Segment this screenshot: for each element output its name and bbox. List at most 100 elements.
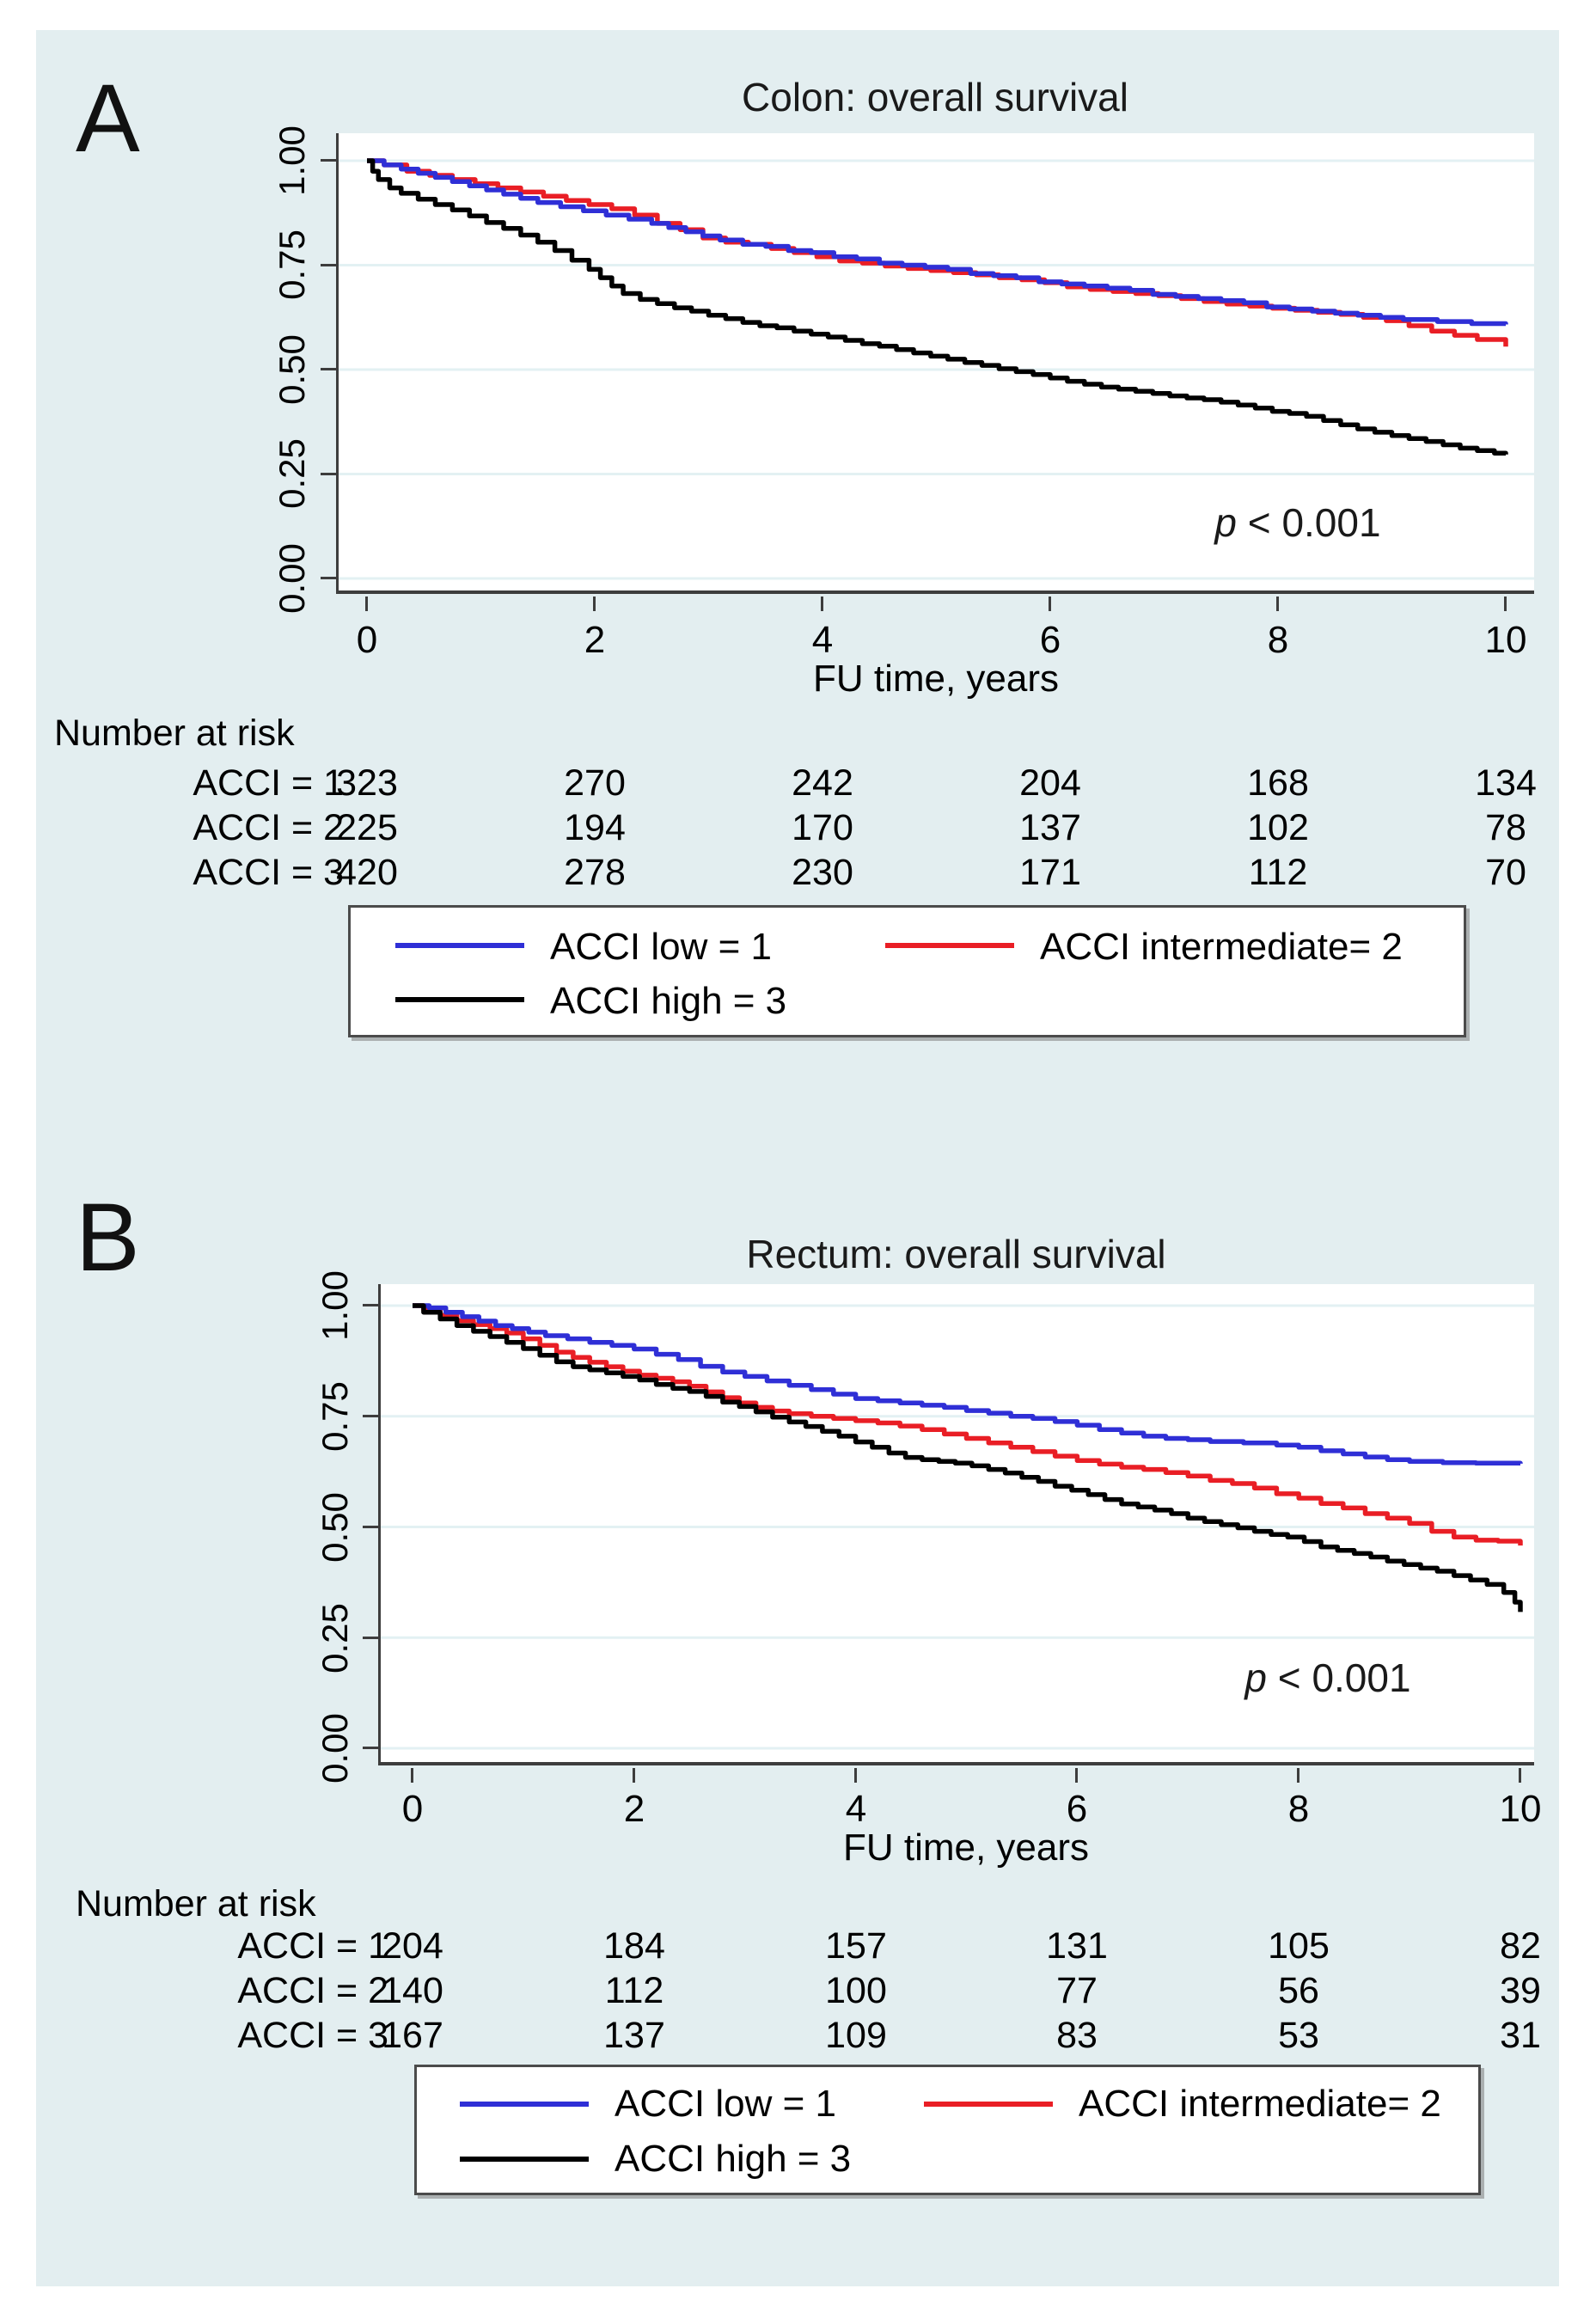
- km-plot-colon: [336, 133, 1534, 594]
- panel-b-letter: B: [76, 1184, 140, 1291]
- at-risk-value: 109: [825, 2015, 887, 2056]
- at-risk-value: 39: [1500, 1970, 1541, 2011]
- at-risk-value: 100: [825, 1970, 887, 2011]
- x-tick-mark: [1519, 1768, 1521, 1783]
- x-tick-mark: [633, 1768, 635, 1783]
- x-tick-mark: [821, 597, 823, 611]
- km-curve: [413, 1303, 1523, 1612]
- at-risk-row-label: ACCI = 3: [237, 2015, 388, 2056]
- at-risk-value: 78: [1485, 807, 1526, 848]
- at-risk-value: 204: [382, 1925, 443, 1967]
- at-risk-value: 140: [382, 1970, 443, 2011]
- p-value-text: < 0.001: [1267, 1655, 1411, 1700]
- at-risk-row-label: ACCI = 3: [193, 852, 344, 893]
- at-risk-row-label: ACCI = 1: [193, 762, 344, 804]
- at-risk-row-label: ACCI = 1: [237, 1925, 388, 1967]
- at-risk-value: 112: [1248, 852, 1308, 893]
- y-tick-label: 0.75: [315, 1381, 355, 1452]
- km-curve: [367, 158, 1508, 327]
- at-risk-value: 134: [1475, 762, 1537, 804]
- at-risk-value: 270: [564, 762, 626, 804]
- y-tick-mark: [321, 264, 336, 266]
- km-curves-colon: [336, 133, 1534, 594]
- y-tick-mark: [363, 1637, 378, 1639]
- y-tick-label: 0.00: [315, 1713, 355, 1784]
- legend-label-acci-low: ACCI low = 1: [615, 2083, 836, 2125]
- at-risk-value: 167: [382, 2015, 443, 2056]
- y-tick-label: 1.00: [315, 1270, 355, 1341]
- x-tick-mark: [411, 1768, 413, 1783]
- panel-a-letter: A: [76, 64, 140, 172]
- at-risk-value: 170: [792, 807, 853, 848]
- x-tick-mark: [593, 597, 596, 611]
- at-risk-value: 31: [1500, 2015, 1541, 2056]
- km-curve: [413, 1303, 1523, 1466]
- at-risk-row-label: ACCI = 2: [237, 1970, 388, 2011]
- x-tick-mark: [365, 597, 368, 611]
- legend-line-acci-low: [460, 2102, 589, 2107]
- legend-label-acci-high: ACCI high = 3: [550, 980, 787, 1022]
- x-tick-mark: [1504, 597, 1507, 611]
- legend-line-acci-high: [395, 997, 524, 1002]
- y-tick-mark: [321, 577, 336, 579]
- at-risk-value: 242: [792, 762, 853, 804]
- legend-colon: [348, 905, 1466, 1037]
- p-value-symbol: p: [1244, 1655, 1268, 1700]
- at-risk-value: 171: [1019, 852, 1081, 893]
- x-tick-label: 0: [401, 1788, 424, 1830]
- legend-line-acci-intermediate: [924, 2102, 1053, 2107]
- p-value-text: < 0.001: [1237, 500, 1381, 545]
- x-tick-label: 8: [1267, 619, 1289, 661]
- at-risk-value: 82: [1500, 1925, 1541, 1967]
- figure-panel-a: A Colon: overall survival 1.00 0.75 0.50…: [54, 64, 1537, 1037]
- at-risk-value: 77: [1056, 1970, 1098, 2011]
- x-tick-mark: [1075, 1768, 1078, 1783]
- at-risk-value: 83: [1056, 2015, 1098, 2056]
- x-tick-label: 10: [1499, 1788, 1542, 1830]
- legend-label-acci-intermediate: ACCI intermediate= 2: [1040, 926, 1403, 968]
- x-axis-title: FU time, years: [842, 1826, 1090, 1869]
- y-tick-mark: [363, 1526, 378, 1528]
- y-tick-mark: [363, 1304, 378, 1306]
- at-risk-value: 157: [825, 1925, 887, 1967]
- at-risk-value: 53: [1278, 2015, 1319, 2056]
- panel-a-title: Colon: overall survival: [742, 75, 1128, 119]
- at-risk-value: 137: [1019, 807, 1081, 848]
- legend-label-acci-intermediate: ACCI intermediate= 2: [1079, 2083, 1441, 2125]
- y-tick-mark: [321, 368, 336, 370]
- at-risk-value: 323: [336, 762, 398, 804]
- x-tick-mark: [1276, 597, 1279, 611]
- x-tick-label: 6: [1066, 1788, 1088, 1830]
- legend-label-acci-low: ACCI low = 1: [550, 926, 772, 968]
- x-tick-mark: [854, 1768, 857, 1783]
- at-risk-header: Number at risk: [76, 1883, 316, 1924]
- legend-line-acci-intermediate: [885, 943, 1014, 948]
- km-curve: [367, 158, 1508, 456]
- at-risk-value: 278: [564, 852, 626, 893]
- km-plot-rectum: [378, 1284, 1534, 1765]
- y-tick-mark: [363, 1415, 378, 1417]
- x-tick-label: 0: [356, 619, 378, 661]
- x-tick-mark: [1297, 1768, 1299, 1783]
- at-risk-value: 184: [603, 1925, 665, 1967]
- at-risk-row-label: ACCI = 2: [193, 807, 344, 848]
- at-risk-value: 70: [1485, 852, 1526, 893]
- p-value-symbol: p: [1214, 500, 1238, 545]
- at-risk-header: Number at risk: [54, 713, 295, 754]
- x-axis-title: FU time, years: [812, 658, 1060, 700]
- panel-b-title: Rectum: overall survival: [746, 1232, 1166, 1276]
- x-tick-label: 4: [811, 619, 834, 661]
- x-tick-label: 2: [623, 1788, 645, 1830]
- at-risk-value: 137: [603, 2015, 665, 2056]
- x-tick-label: 8: [1287, 1788, 1310, 1830]
- at-risk-value: 230: [792, 852, 853, 893]
- p-value-annotation: p < 0.001: [1156, 1654, 1500, 1702]
- km-curve: [413, 1303, 1523, 1546]
- at-risk-value: 102: [1247, 807, 1309, 848]
- at-risk-value: 420: [336, 852, 398, 893]
- at-risk-value: 112: [604, 1970, 664, 2011]
- at-risk-value: 204: [1019, 762, 1081, 804]
- km-curves-rectum: [378, 1284, 1534, 1765]
- x-tick-label: 2: [584, 619, 606, 661]
